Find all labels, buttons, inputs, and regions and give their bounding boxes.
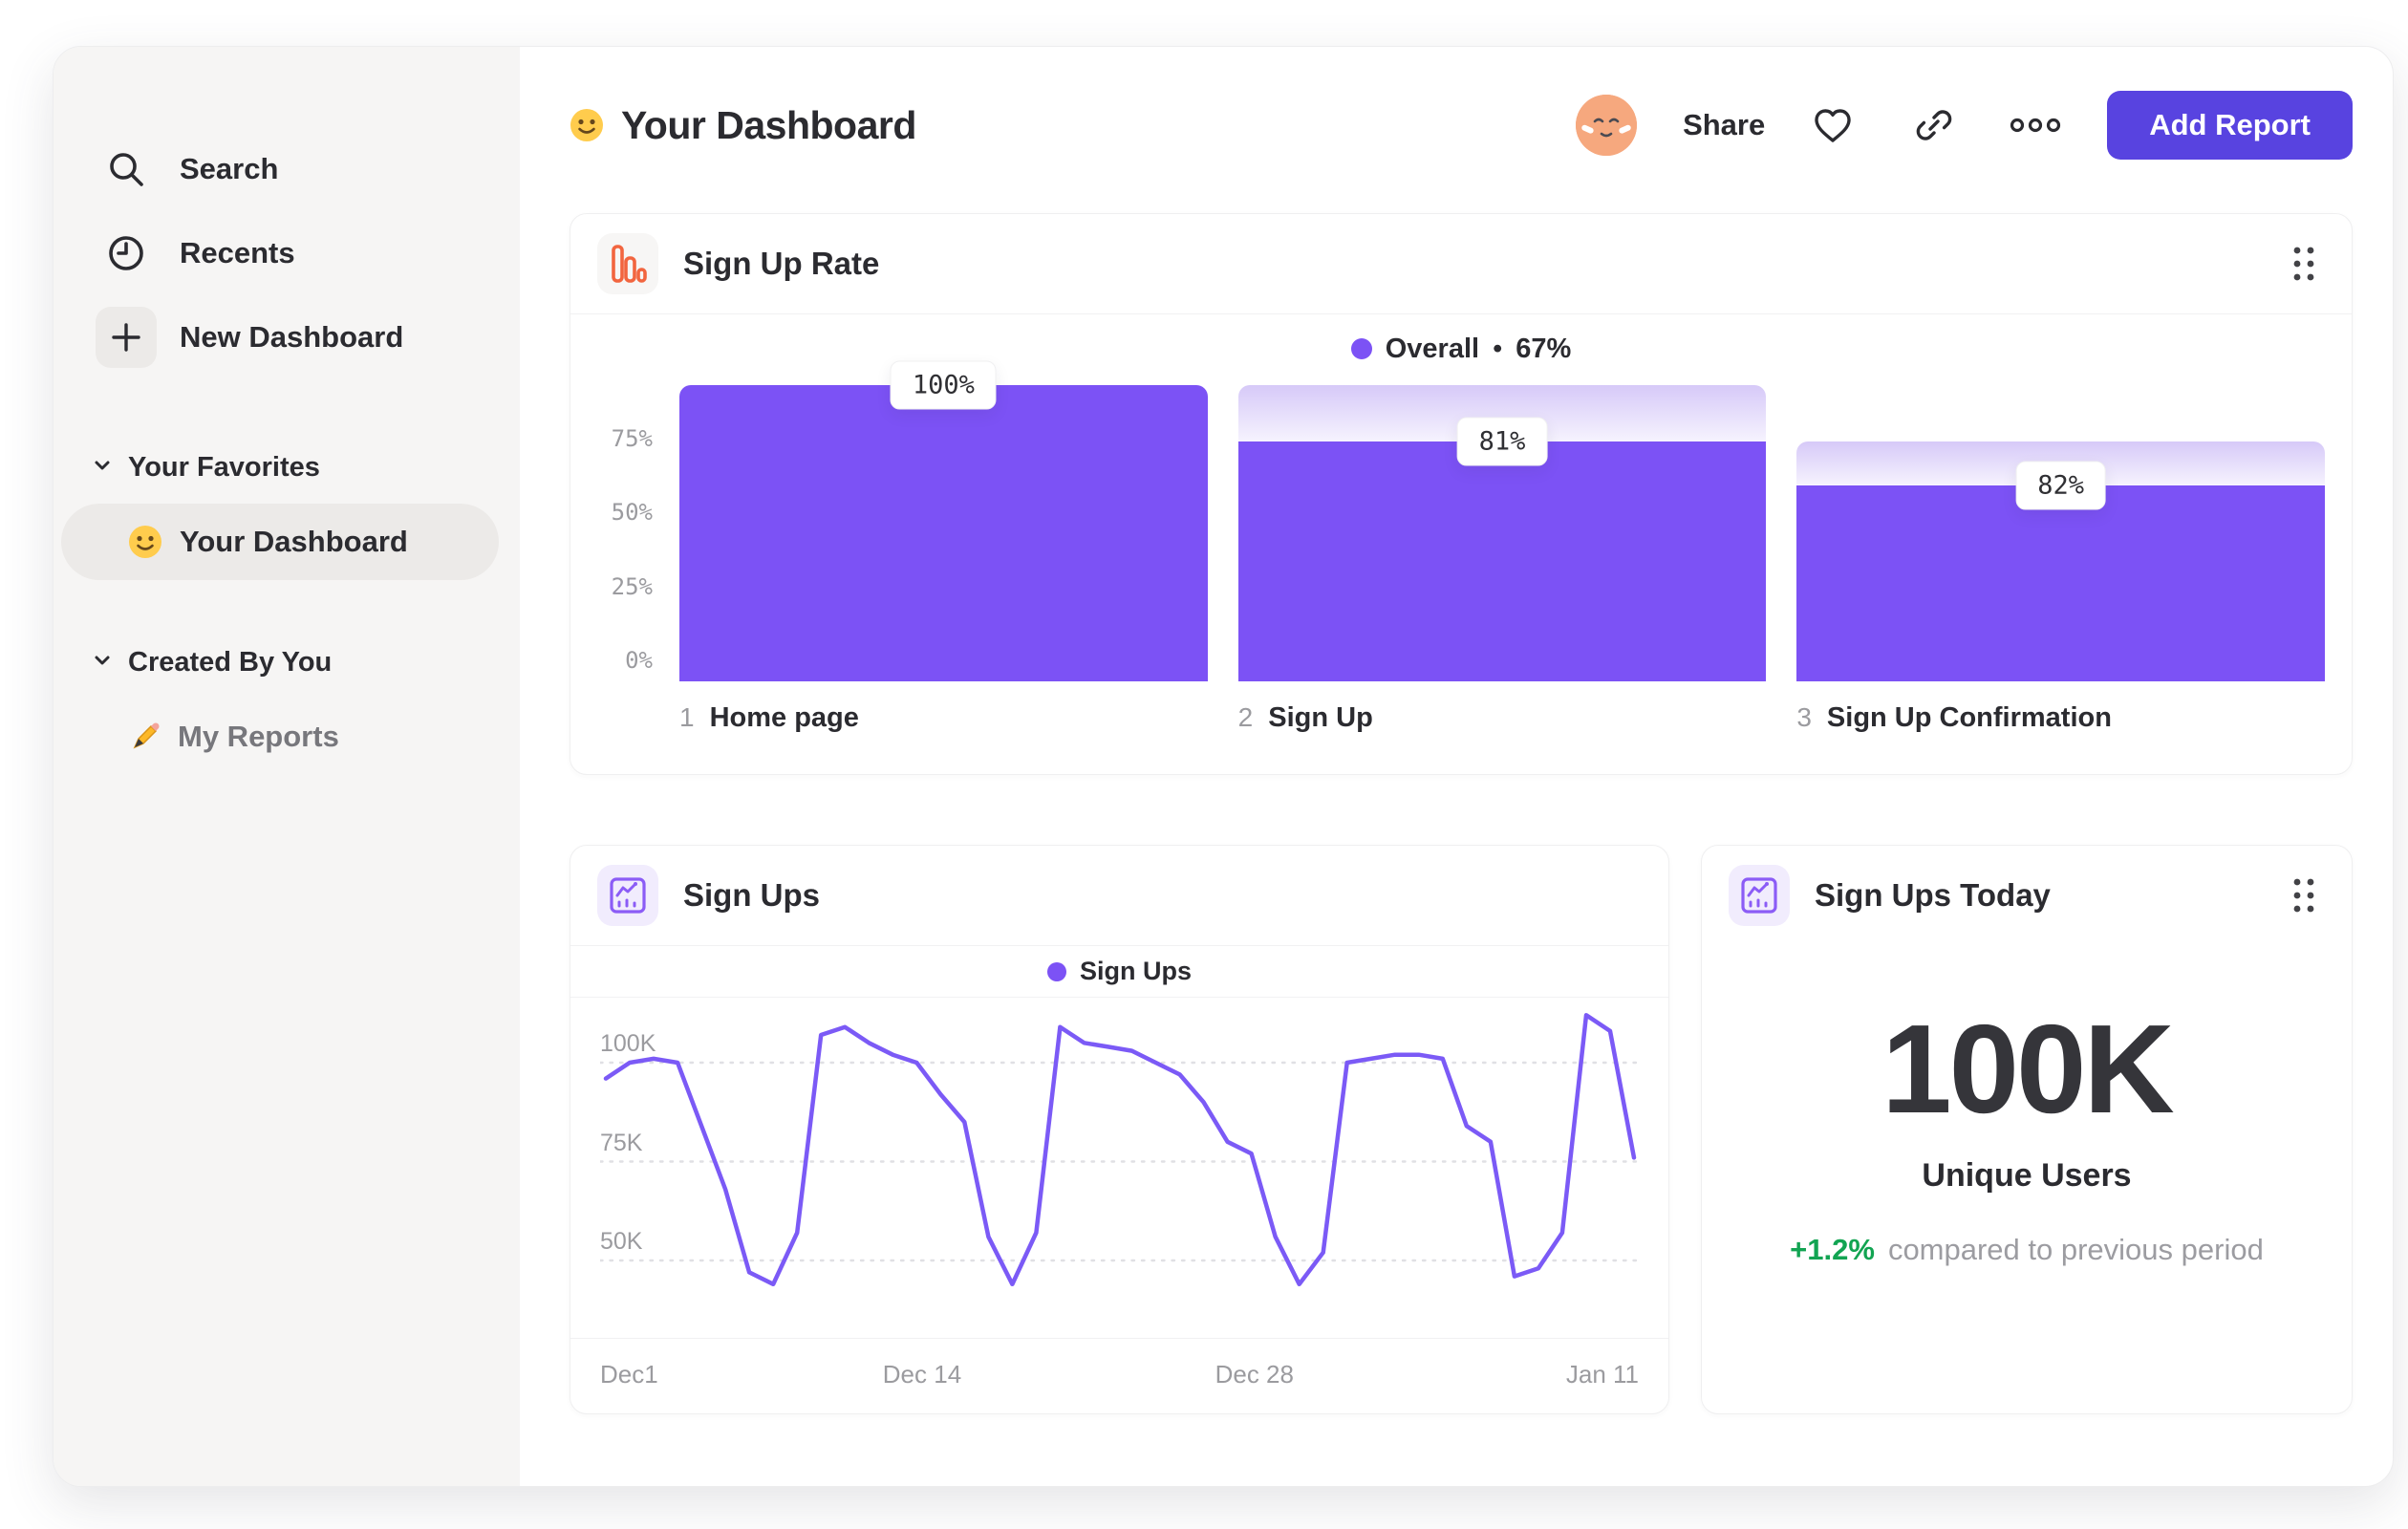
funnel-y-axis: 75% 50% 25% 0% xyxy=(611,424,653,675)
section-title: Created By You xyxy=(128,646,333,678)
funnel-step-label: 3 Sign Up Confirmation xyxy=(1796,702,2112,733)
sidebar-item-label: My Reports xyxy=(178,720,339,753)
smiley-face-icon xyxy=(128,525,162,559)
legend-value: 67% xyxy=(1516,333,1572,364)
line-legend: Sign Ups xyxy=(570,946,1668,998)
search-icon xyxy=(96,139,157,200)
funnel-value-label: 81% xyxy=(1456,417,1548,466)
funnel-step-home-page: 100% 1 Home page xyxy=(679,360,1208,734)
funnel-step-sign-up: 81% 2 Sign Up xyxy=(1237,385,1767,734)
sign-ups-card-header: Sign Ups xyxy=(570,846,1668,945)
bar-chart-icon xyxy=(597,233,658,294)
section-title: Your Favorites xyxy=(128,451,320,483)
sidebar-item-label: Your Dashboard xyxy=(180,525,408,558)
legend-label: Overall xyxy=(1385,333,1480,364)
copy-link-button[interactable] xyxy=(1901,92,1967,159)
share-button[interactable]: Share xyxy=(1683,108,1766,141)
sidebar-item-label: Search xyxy=(180,152,279,185)
funnel-bar[interactable]: 82% xyxy=(1796,441,2326,681)
smiley-face-icon xyxy=(570,108,604,142)
line-chart-x-axis: Dec1 Dec 14 Dec 28 Jan 11 xyxy=(570,1338,1668,1401)
sidebar-item-my-reports[interactable]: My Reports xyxy=(54,708,520,765)
stat-value: 100K xyxy=(1881,999,2175,1139)
favorite-heart-button[interactable] xyxy=(1799,92,1866,159)
signup-rate-card: Sign Up Rate Overall • 67% xyxy=(570,213,2353,775)
main-content: Your Dashboard Share xyxy=(520,47,2393,1486)
sign-ups-today-card: Sign Ups Today 100K Unique Users + xyxy=(1701,845,2353,1414)
dashboard-header: Your Dashboard Share xyxy=(570,89,2353,162)
funnel-step-label: 1 Home page xyxy=(679,702,859,733)
sidebar-item-search[interactable]: Search xyxy=(54,127,520,211)
section-header-favorites[interactable]: Your Favorites xyxy=(54,446,520,488)
card-title: Sign Up Rate xyxy=(683,246,880,281)
funnel-chart: 75% 50% 25% 0% 100% xyxy=(570,360,2352,734)
sidebar-item-your-dashboard[interactable]: Your Dashboard xyxy=(61,504,499,580)
plus-icon xyxy=(96,307,157,368)
stat-body: 100K Unique Users +1.2% compared to prev… xyxy=(1702,945,2352,1267)
sidebar-section-created: Created By You My Reports xyxy=(54,641,520,765)
more-options-button[interactable] xyxy=(2002,92,2069,159)
page-title-group: Your Dashboard xyxy=(570,103,916,148)
clock-icon xyxy=(96,223,157,284)
stat-delta-note: compared to previous period xyxy=(1887,1233,2264,1266)
funnel-step-label: 2 Sign Up xyxy=(1237,702,1373,733)
stat-comparison: +1.2% compared to previous period xyxy=(1790,1233,2264,1267)
drag-handle[interactable] xyxy=(2283,238,2325,290)
funnel-step-sign-up-confirmation: 82% 3 Sign Up Confirmation xyxy=(1796,385,2326,734)
stat-delta: +1.2% xyxy=(1790,1233,1875,1266)
sidebar-section-favorites: Your Favorites Your Dashboard xyxy=(54,446,520,580)
app-window: Search Recents New Dashboard xyxy=(53,46,2394,1487)
sidebar-item-new-dashboard[interactable]: New Dashboard xyxy=(54,295,520,379)
line-chart: 100K 75K 50K xyxy=(570,998,1668,1338)
funnel-bar[interactable]: 100% xyxy=(679,360,1208,681)
header-actions: Share xyxy=(1576,91,2353,160)
sidebar: Search Recents New Dashboard xyxy=(54,47,520,1486)
funnel-legend: Overall • 67% xyxy=(570,314,2352,383)
sidebar-item-recents[interactable]: Recents xyxy=(54,211,520,295)
avatar[interactable] xyxy=(1576,95,1638,156)
heart-icon xyxy=(1815,109,1851,142)
funnel-bar[interactable]: 81% xyxy=(1237,385,1767,681)
sidebar-item-label: Recents xyxy=(180,236,295,269)
sign-ups-card: Sign Ups Sign Ups 100K 75K 50K Dec1 D xyxy=(570,845,1669,1414)
chevron-down-icon xyxy=(90,648,115,678)
signup-rate-card-header: Sign Up Rate xyxy=(570,214,2352,313)
pencil-icon xyxy=(134,721,161,748)
line-chart-icon xyxy=(1729,865,1790,926)
add-report-button[interactable]: Add Report xyxy=(2107,91,2353,160)
link-icon xyxy=(1916,110,1952,140)
legend-dot xyxy=(1046,961,1066,981)
card-title: Sign Ups xyxy=(683,877,821,913)
stat-label: Unique Users xyxy=(1922,1157,2132,1194)
funnel-value-label: 82% xyxy=(2015,461,2107,510)
chevron-down-icon xyxy=(90,453,115,483)
sign-ups-today-card-header: Sign Ups Today xyxy=(1702,846,2352,945)
section-header-created[interactable]: Created By You xyxy=(54,641,520,683)
sidebar-item-label: New Dashboard xyxy=(180,320,404,354)
drag-handle[interactable] xyxy=(2283,870,2325,921)
card-title: Sign Ups Today xyxy=(1815,877,2051,913)
page-title: Your Dashboard xyxy=(621,102,916,147)
line-chart-icon xyxy=(597,865,658,926)
legend-label: Sign Ups xyxy=(1079,957,1192,985)
funnel-value-label: 100% xyxy=(890,360,997,410)
legend-dot xyxy=(1350,338,1372,359)
ellipsis-icon xyxy=(2010,118,2061,133)
